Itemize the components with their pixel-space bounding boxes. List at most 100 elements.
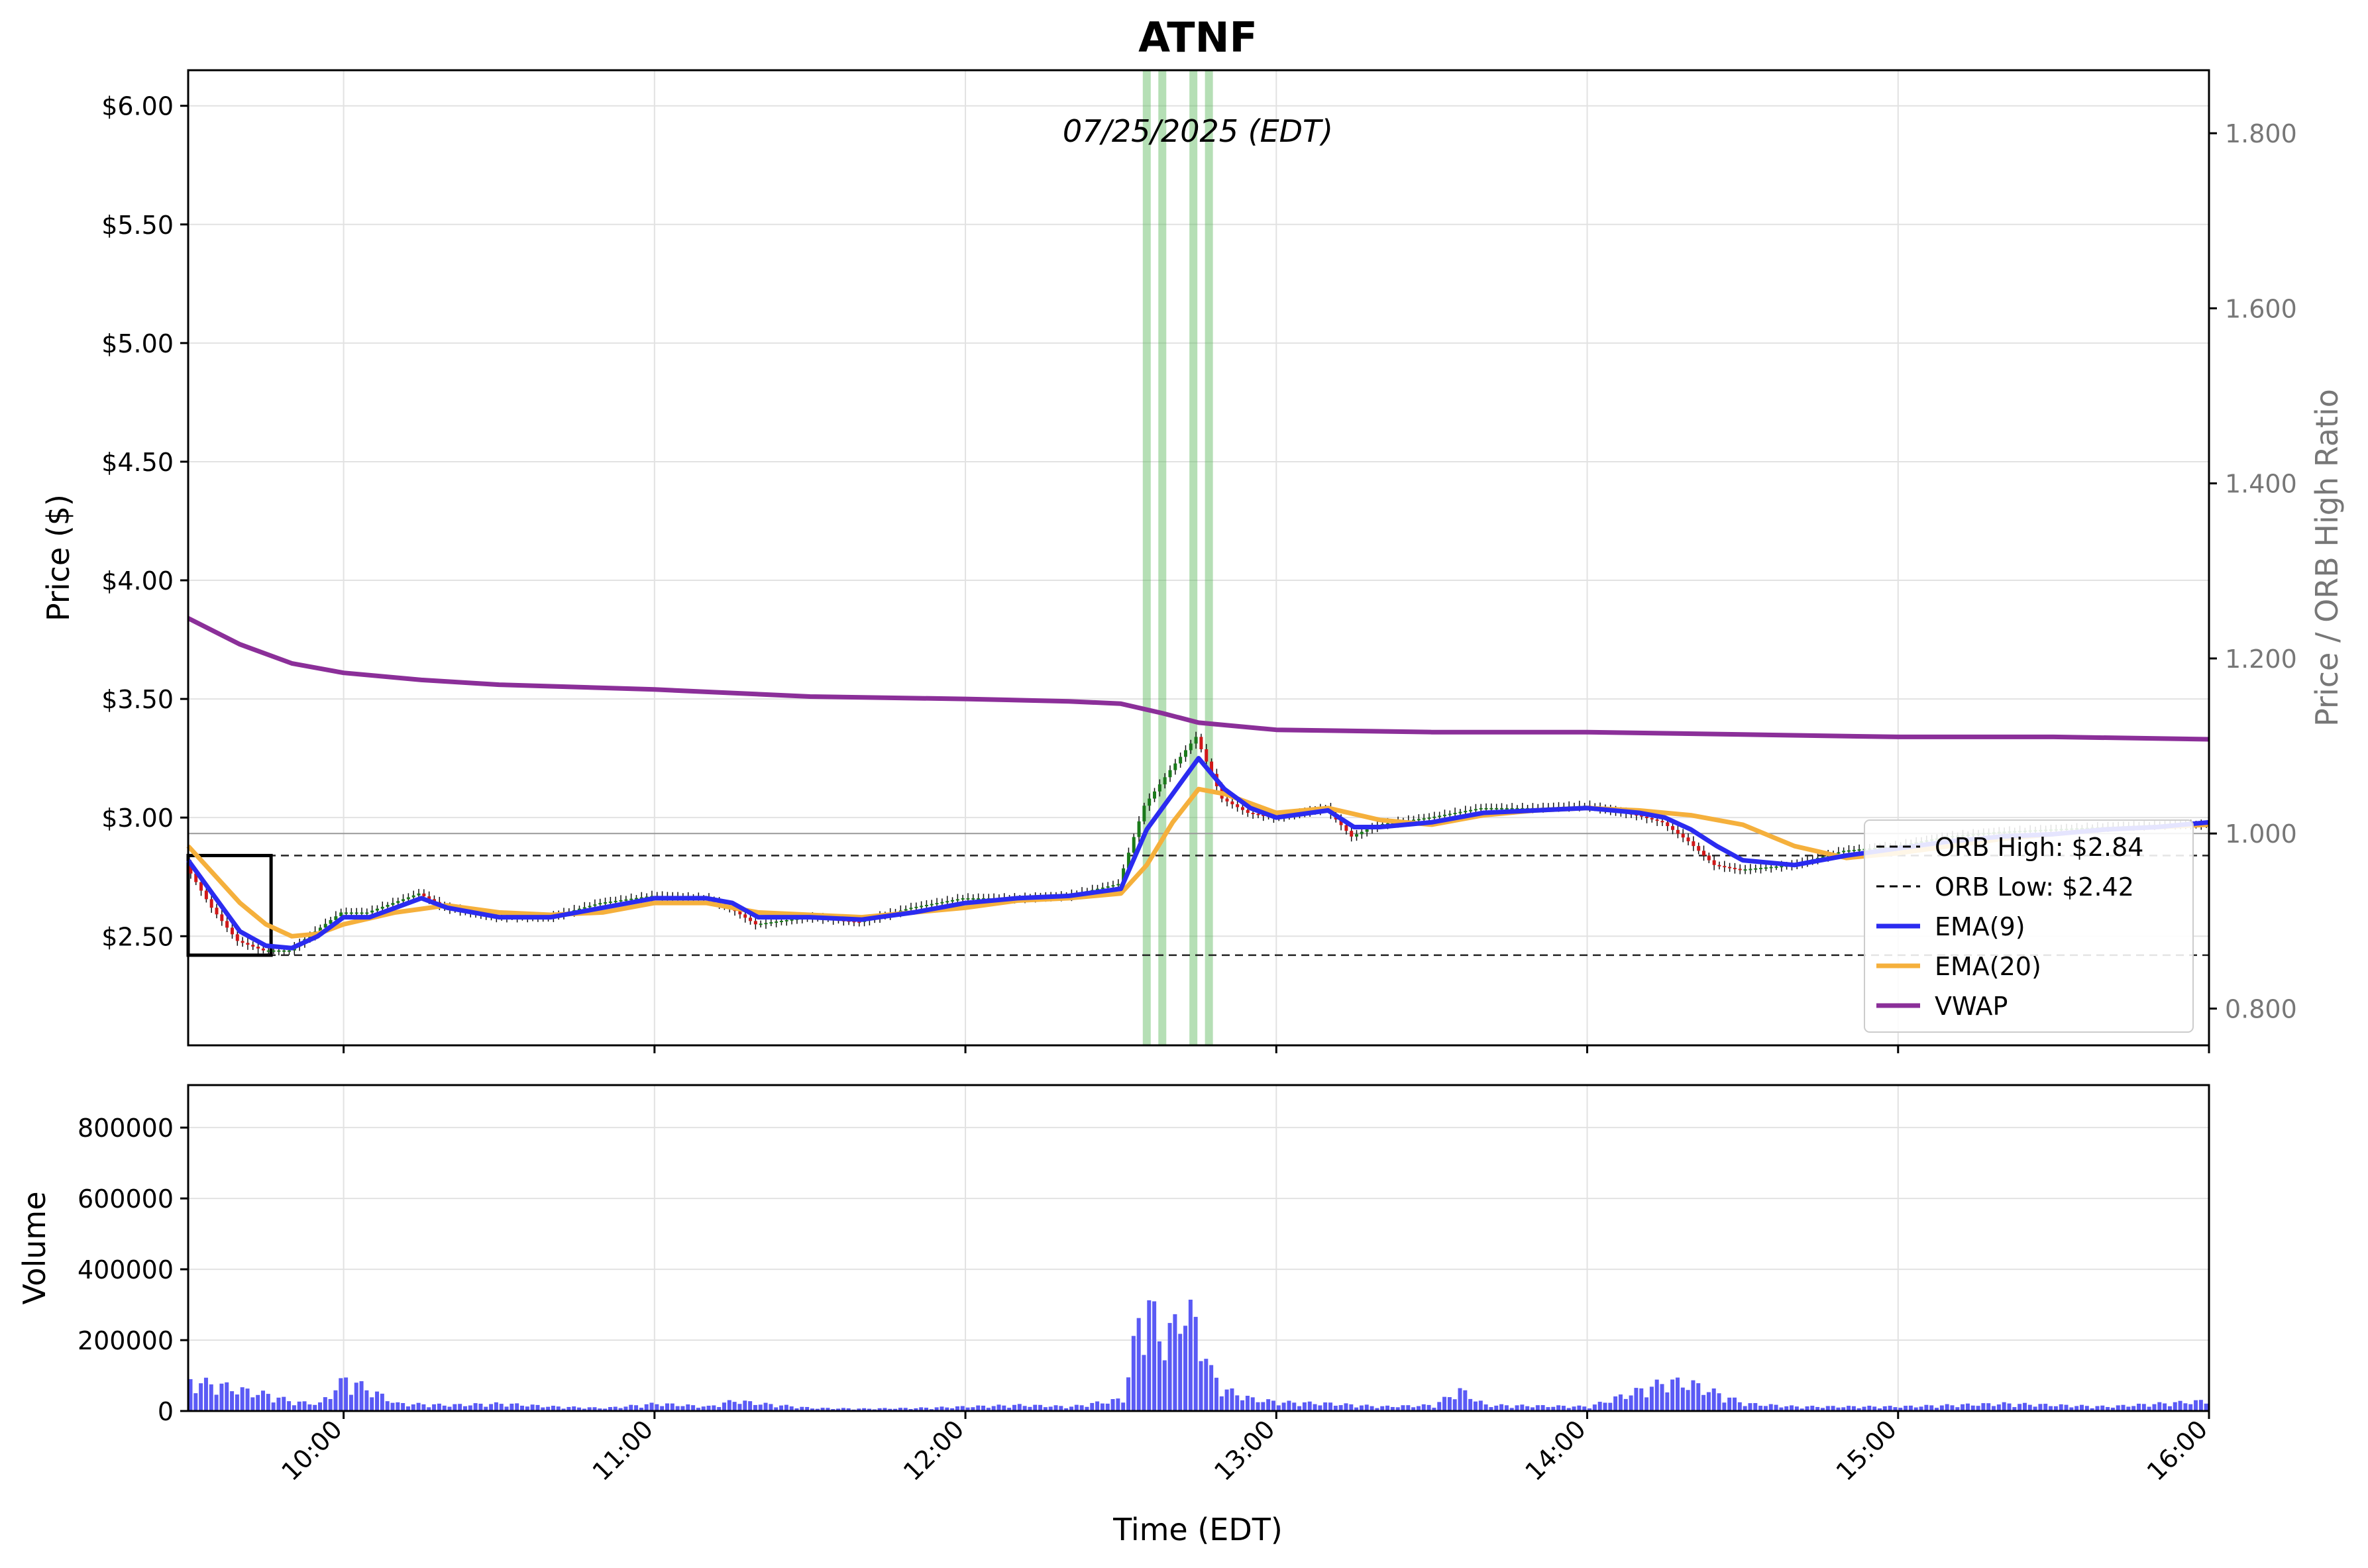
volume-bar (2157, 1402, 2162, 1411)
volume-bar (1064, 1408, 1069, 1411)
volume-bar (1437, 1402, 1442, 1411)
volume-bar (670, 1403, 674, 1411)
candle-body (743, 914, 747, 918)
volume-bar (2007, 1403, 2012, 1411)
volume-bar (1442, 1396, 1447, 1411)
volume-bar (468, 1405, 472, 1411)
volume-bar (1209, 1365, 1214, 1411)
volume-bar (462, 1406, 467, 1411)
candle-body (1132, 837, 1136, 853)
volume-bar (655, 1404, 659, 1411)
volume-bar (2100, 1405, 2105, 1411)
candle-body (256, 947, 260, 949)
chart-title: ATNF (1138, 13, 1258, 62)
volume-bar (1007, 1408, 1012, 1411)
candle-body (1096, 888, 1099, 890)
volume-bar (1266, 1399, 1271, 1411)
volume-bar (349, 1394, 353, 1411)
candle-body (277, 950, 281, 952)
volume-bar (2090, 1408, 2094, 1411)
candle-body (645, 896, 649, 898)
volume-bar (991, 1406, 996, 1411)
volume-bar (2012, 1407, 2017, 1411)
volume-bar (1561, 1406, 1566, 1411)
volume-bar (214, 1394, 219, 1411)
volume-bar (1121, 1402, 1126, 1411)
candle-body (1225, 798, 1229, 802)
volume-bar (1349, 1404, 1354, 1411)
volume-bar (256, 1394, 260, 1411)
volume-bar (996, 1404, 1001, 1411)
volume-y-tick-label: 400000 (78, 1255, 174, 1284)
volume-bar (1748, 1403, 1752, 1411)
volume-bar (1945, 1404, 1949, 1411)
volume-bar (203, 1377, 208, 1411)
volume-bar (318, 1402, 323, 1411)
volume-bar (1831, 1406, 1835, 1411)
volume-bar (1452, 1399, 1457, 1411)
volume-bar (1494, 1405, 1499, 1411)
volume-bar (1136, 1318, 1141, 1411)
candle-body (417, 893, 421, 896)
volume-bar (2131, 1406, 2136, 1411)
volume-bar (1737, 1402, 1742, 1411)
volume-bar (2106, 1406, 2110, 1411)
volume-bar (432, 1404, 437, 1411)
candle-body (1251, 813, 1255, 815)
volume-bar (898, 1408, 902, 1411)
volume-bar (1733, 1397, 1737, 1411)
volume-bar (1680, 1387, 1685, 1411)
volume-bar (1478, 1400, 1483, 1411)
volume-bar (1147, 1300, 1152, 1411)
volume-bar (1577, 1405, 1582, 1411)
candle-body (790, 919, 794, 921)
price-x-ticks (343, 1045, 2210, 1053)
volume-bar (1043, 1407, 1048, 1411)
volume-bar (1691, 1380, 1695, 1411)
date-annotation: 07/25/2025 (EDT) (1063, 113, 1333, 149)
candle-body (1660, 821, 1664, 823)
candle-body (354, 912, 358, 914)
volume-bar (344, 1377, 349, 1411)
volume-bar (1421, 1404, 1426, 1411)
volume-bar (649, 1402, 654, 1411)
volume-bar (525, 1406, 529, 1411)
volume-bar (1981, 1403, 1986, 1411)
volume-bar (794, 1408, 799, 1411)
volume-bar (1525, 1406, 1530, 1411)
volume-bar (2183, 1403, 2188, 1411)
candle-body (940, 902, 944, 904)
volume-bar (240, 1387, 244, 1411)
volume-bar (660, 1406, 665, 1411)
volume-bar (2198, 1400, 2203, 1411)
candle-body (1344, 825, 1348, 831)
volume-bar (1857, 1408, 1861, 1411)
volume-bar (292, 1405, 296, 1411)
volume-bar (618, 1408, 623, 1411)
volume-bar (846, 1408, 851, 1411)
volume-bar (1432, 1407, 1436, 1411)
volume-bar (686, 1404, 690, 1411)
candle-body (230, 927, 234, 935)
volume-bar (1623, 1398, 1628, 1411)
volume-bar (862, 1408, 867, 1411)
volume-bar (1426, 1404, 1431, 1411)
volume-bar (375, 1391, 380, 1411)
candle-body (608, 901, 612, 903)
volume-bar (1743, 1406, 1747, 1411)
volume-bar (2121, 1404, 2126, 1411)
candle-body (1157, 784, 1161, 792)
candle-body (1438, 815, 1442, 817)
volume-bar (2152, 1404, 2157, 1411)
candle-body (914, 906, 918, 908)
volume-bar (188, 1379, 193, 1411)
volume-y-label: Volume (17, 1191, 52, 1304)
volume-bar (447, 1406, 452, 1411)
volume-bar (271, 1402, 276, 1411)
candle-body (1738, 868, 1742, 870)
volume-bar (1483, 1404, 1488, 1411)
volume-bar (2147, 1406, 2151, 1411)
candle-body (1453, 813, 1457, 815)
candle-body (1365, 829, 1369, 832)
